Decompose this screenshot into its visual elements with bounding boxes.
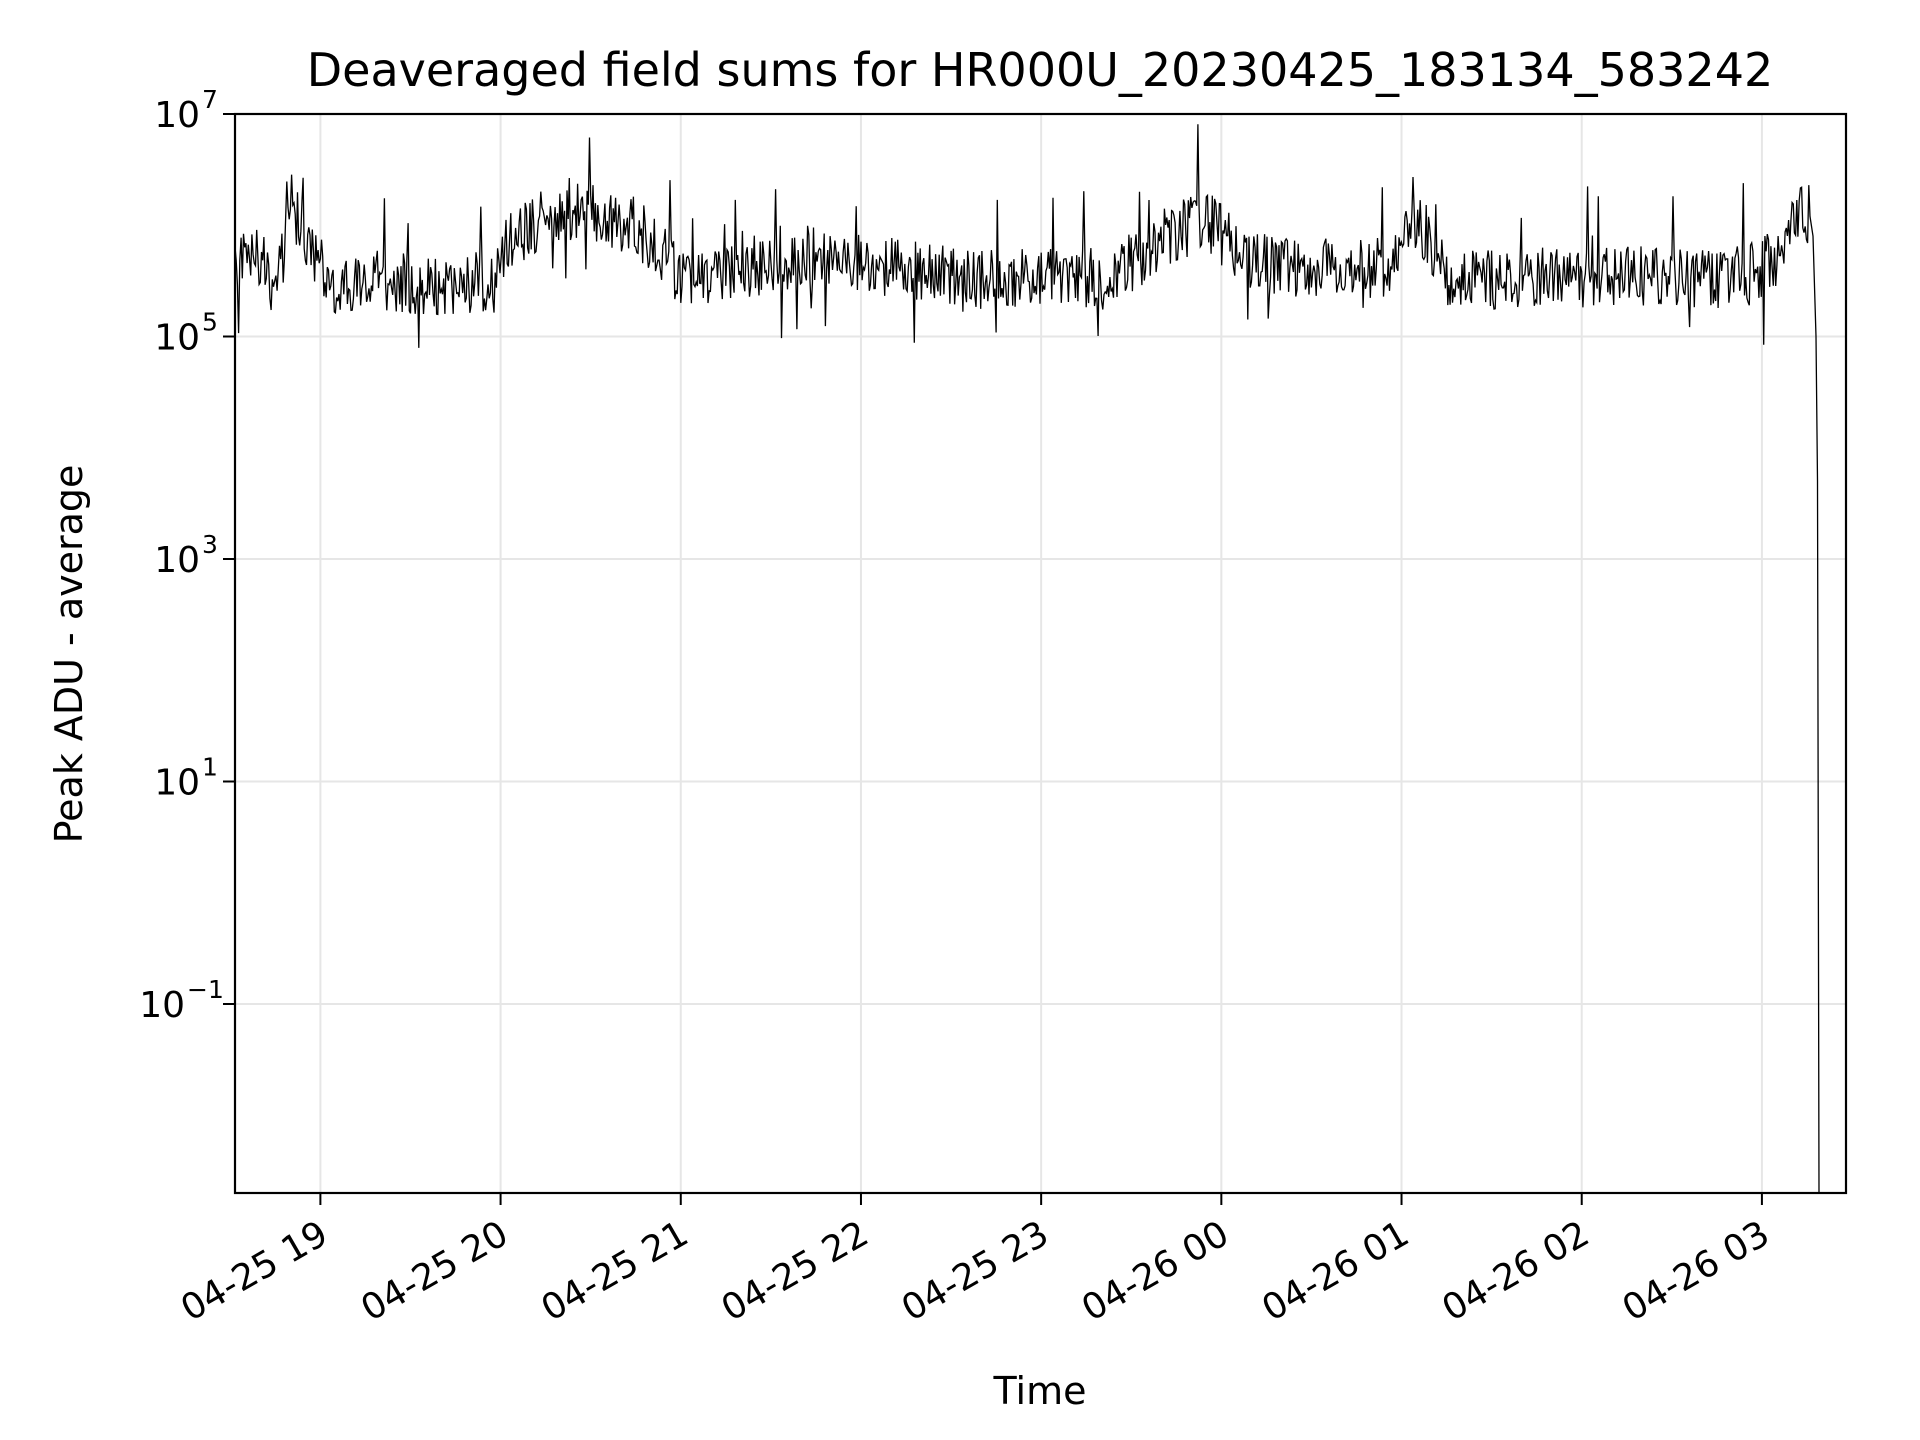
x-axis-label: Time — [993, 1369, 1087, 1413]
series-layer — [234, 124, 1820, 1194]
y-axis-label: Peak ADU - average — [47, 465, 91, 844]
y-tick-exponent: 3 — [202, 530, 218, 559]
y-tick-exponent: 5 — [202, 307, 218, 336]
chart-title: Deaveraged field sums for HR000U_2023042… — [307, 43, 1773, 97]
y-tick-label: 10 — [139, 985, 185, 1026]
y-tick-label: 10 — [154, 95, 200, 136]
y-tick-exponent: −1 — [187, 975, 224, 1004]
y-tick-label: 10 — [154, 317, 200, 358]
y-tick-exponent: 7 — [202, 85, 218, 114]
y-tick-label: 10 — [154, 762, 200, 803]
y-tick-exponent: 1 — [202, 752, 218, 781]
series-line — [234, 124, 1820, 1194]
grid-layer — [235, 113, 1846, 1193]
y-tick-label: 10 — [154, 540, 200, 581]
